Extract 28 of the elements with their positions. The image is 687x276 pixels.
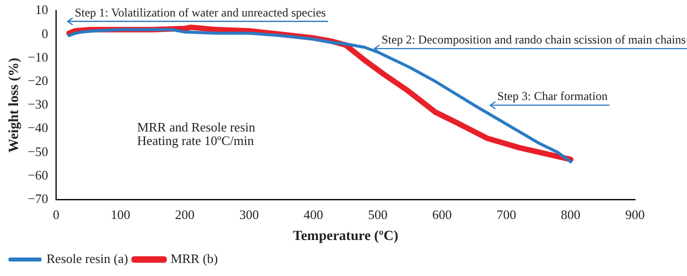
annotation: Step 2: Decomposition and rando chain scission of main chains xyxy=(382,32,686,47)
y-axis-title: Weight loss (%) xyxy=(7,57,22,153)
x-tick-label: 0 xyxy=(52,206,60,222)
y-tick-label: −10 xyxy=(28,49,48,64)
y-tick-label: −20 xyxy=(28,73,48,88)
legend-label: MRR (b) xyxy=(170,250,218,266)
x-tick-label: 600 xyxy=(432,206,452,222)
y-tick-label: 0 xyxy=(42,26,48,41)
y-tick-label: −40 xyxy=(28,120,48,136)
annotation: Step 1: Volatilization of water and unreacted species xyxy=(74,5,326,20)
x-axis-title: Temperature (ºC) xyxy=(292,229,399,244)
annotation: MRR and Resole resin xyxy=(137,120,256,135)
x-tick-label: 300 xyxy=(239,206,259,222)
y-tick-label: −70 xyxy=(28,191,48,206)
y-tick-label: −30 xyxy=(28,96,48,112)
annotation: Step 3: Char formation xyxy=(497,89,608,104)
x-tick-label: 400 xyxy=(304,206,324,222)
x-tick-label: 500 xyxy=(368,206,388,222)
legend-label: Resole resin (a) xyxy=(46,250,128,266)
y-tick-label: 10 xyxy=(35,2,48,18)
x-tick-label: 700 xyxy=(496,206,516,222)
y-tick-label: −60 xyxy=(28,167,48,182)
x-tick-label: 100 xyxy=(110,206,130,222)
x-tick-label: 800 xyxy=(560,206,580,222)
y-tick-label: −50 xyxy=(28,144,48,159)
annotation: Heating rate 10ºC/min xyxy=(137,132,254,148)
x-tick-label: 200 xyxy=(175,206,195,222)
x-tick-label: 900 xyxy=(625,206,645,222)
